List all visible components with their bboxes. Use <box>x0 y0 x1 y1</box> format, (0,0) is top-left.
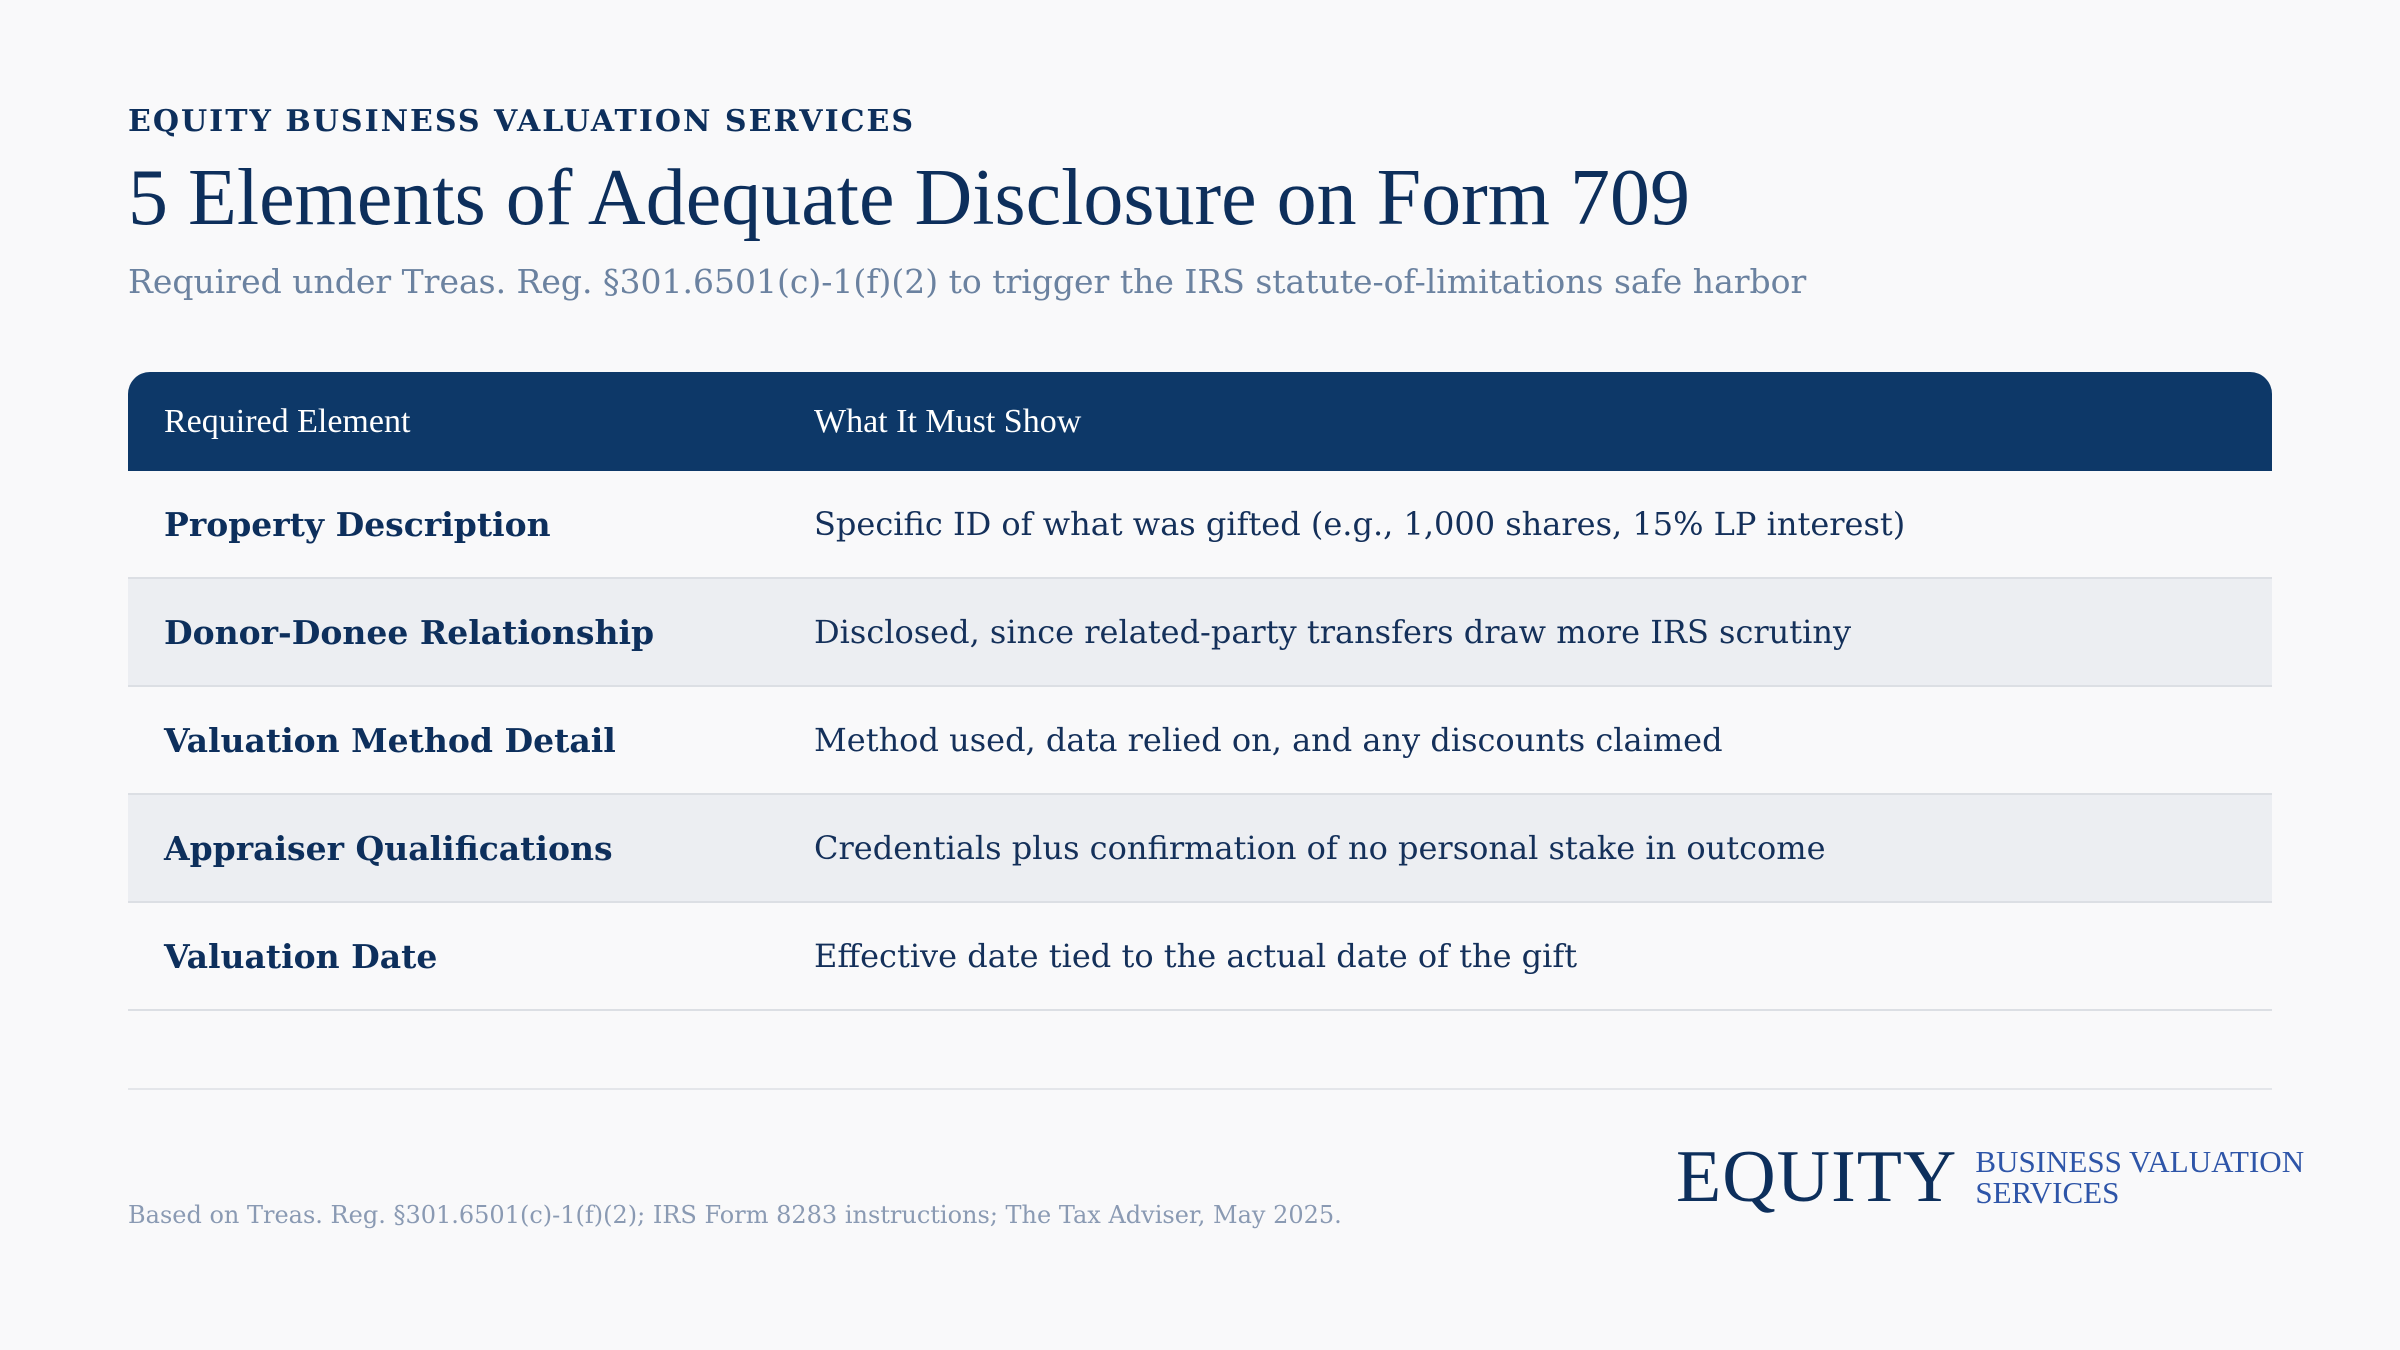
column-header-detail: What It Must Show <box>814 402 1082 440</box>
logo-subtitle-line2: SERVICES <box>1975 1175 2120 1210</box>
table-row: Valuation Method Detail Method used, dat… <box>128 687 2272 795</box>
logo-subtitle: BUSINESS VALUATION SERVICES <box>1975 1146 2304 1208</box>
company-logo: EQUITY BUSINESS VALUATION SERVICES <box>1676 1140 2304 1214</box>
row-detail: Effective date tied to the actual date o… <box>814 937 1578 975</box>
footer-divider <box>128 1088 2272 1090</box>
row-element: Donor-Donee Relationship <box>164 612 655 652</box>
row-detail: Credentials plus confirmation of no pers… <box>814 829 1826 867</box>
table-row: Donor-Donee Relationship Disclosed, sinc… <box>128 579 2272 687</box>
table-header: Required Element What It Must Show <box>128 372 2272 471</box>
row-element: Valuation Date <box>164 936 438 976</box>
page-subtitle: Required under Treas. Reg. §301.6501(c)-… <box>128 262 1807 301</box>
page-title: 5 Elements of Adequate Disclosure on For… <box>128 154 1690 242</box>
disclosure-table: Required Element What It Must Show Prope… <box>128 372 2272 1011</box>
row-detail: Disclosed, since related-party transfers… <box>814 613 1852 651</box>
row-element: Appraiser Qualifications <box>164 828 613 868</box>
row-element: Valuation Method Detail <box>164 720 616 760</box>
logo-subtitle-line1: BUSINESS VALUATION <box>1975 1144 2305 1179</box>
column-header-element: Required Element <box>164 402 411 440</box>
table-row: Appraiser Qualifications Credentials plu… <box>128 795 2272 903</box>
table-row: Property Description Specific ID of what… <box>128 471 2272 579</box>
source-footnote: Based on Treas. Reg. §301.6501(c)-1(f)(2… <box>128 1201 1342 1229</box>
table-row: Valuation Date Effective date tied to th… <box>128 903 2272 1011</box>
logo-wordmark: EQUITY <box>1676 1136 1958 1218</box>
row-detail: Method used, data relied on, and any dis… <box>814 721 1723 759</box>
eyebrow-label: EQUITY BUSINESS VALUATION SERVICES <box>128 104 916 139</box>
row-element: Property Description <box>164 504 551 544</box>
row-detail: Specific ID of what was gifted (e.g., 1,… <box>814 505 1906 543</box>
